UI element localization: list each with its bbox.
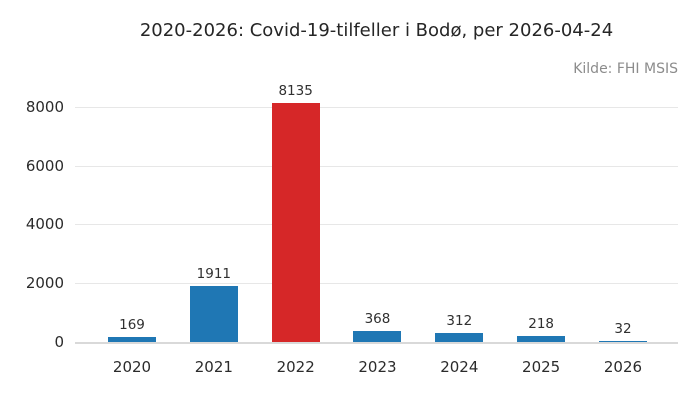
- x-tick-label: 2025: [522, 358, 561, 376]
- y-tick-label: 8000: [25, 97, 64, 116]
- bar-2026: [598, 341, 647, 342]
- bar-2020: [108, 337, 156, 342]
- x-tick-label: 2026: [603, 358, 643, 376]
- bar-2024: [435, 333, 484, 342]
- bar-2022: [271, 103, 320, 342]
- y-tick-label: 6000: [25, 156, 64, 175]
- x-tick-label: 2024: [440, 358, 479, 376]
- bar-value-label: 8135: [278, 83, 313, 99]
- x-tick-label: 2021: [194, 358, 233, 376]
- y-tick-label: 0: [54, 333, 64, 351]
- gridline: [75, 224, 678, 226]
- bar-value-label: 169: [119, 317, 145, 333]
- y-tick-label: 2000: [25, 274, 64, 293]
- x-tick-label: 2022: [276, 358, 315, 376]
- bar-2023: [353, 331, 402, 342]
- gridline: [75, 165, 678, 167]
- x-axis-line: [75, 342, 678, 344]
- bar-value-label: 218: [528, 316, 555, 332]
- bar-value-label: 32: [614, 321, 632, 337]
- x-tick-label: 2023: [358, 358, 397, 376]
- bar-value-label: 312: [446, 313, 473, 329]
- bar-value-label: 368: [364, 311, 391, 327]
- chart-title: 2020-2026: Covid-19-tilfeller i Bodø, pe…: [139, 20, 614, 41]
- x-tick-label: 2020: [112, 358, 152, 376]
- bar-2021: [189, 286, 238, 342]
- source-annotation: Kilde: FHI MSIS: [573, 61, 678, 77]
- gridline: [75, 283, 678, 285]
- gridline: [75, 106, 678, 108]
- y-tick-label: 4000: [25, 215, 64, 234]
- bar-value-label: 1911: [196, 266, 231, 282]
- bar-2025: [517, 336, 566, 342]
